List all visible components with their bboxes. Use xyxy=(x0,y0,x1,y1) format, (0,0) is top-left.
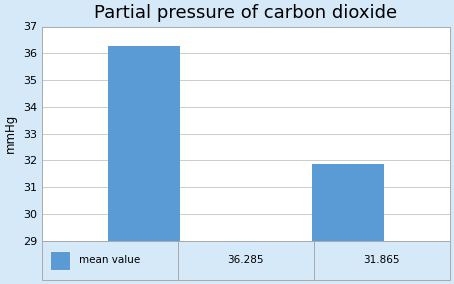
Bar xyxy=(108,46,179,241)
X-axis label: PCO2: PCO2 xyxy=(230,258,262,272)
Text: 36.285: 36.285 xyxy=(227,255,264,265)
Y-axis label: mmHg: mmHg xyxy=(4,114,17,153)
Bar xyxy=(50,250,70,270)
Text: 31.865: 31.865 xyxy=(364,255,400,265)
Text: mean value: mean value xyxy=(79,255,140,265)
FancyBboxPatch shape xyxy=(42,241,450,280)
Bar xyxy=(312,164,384,241)
Title: Partial pressure of carbon dioxide: Partial pressure of carbon dioxide xyxy=(94,4,397,22)
